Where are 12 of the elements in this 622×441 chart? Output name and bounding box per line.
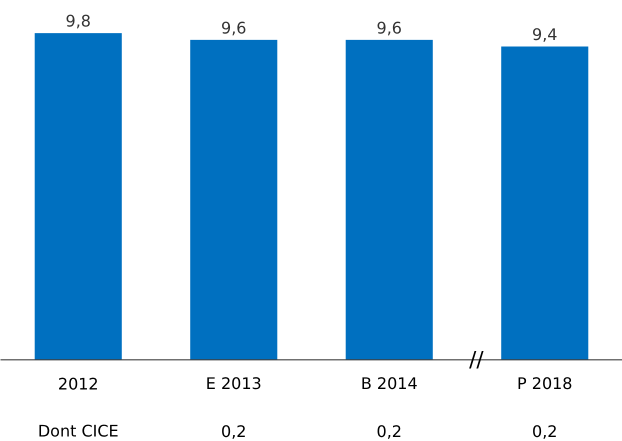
- x-tick-label: 2012: [58, 374, 99, 394]
- data-label: 9,6: [376, 18, 402, 38]
- text: 0,2: [532, 422, 558, 441]
- x-tick-label: P 2018: [517, 374, 572, 393]
- x-tick-label: E 2013: [206, 374, 262, 393]
- data-label: 9,8: [66, 12, 91, 31]
- x-tick-label: B 2014: [360, 374, 418, 393]
- data-label: 9,6: [221, 18, 246, 38]
- text: 0,2: [221, 422, 246, 441]
- text: Dont CICE: [38, 422, 119, 441]
- data-label: 9,4: [532, 24, 558, 44]
- text: 0,2: [376, 422, 402, 441]
